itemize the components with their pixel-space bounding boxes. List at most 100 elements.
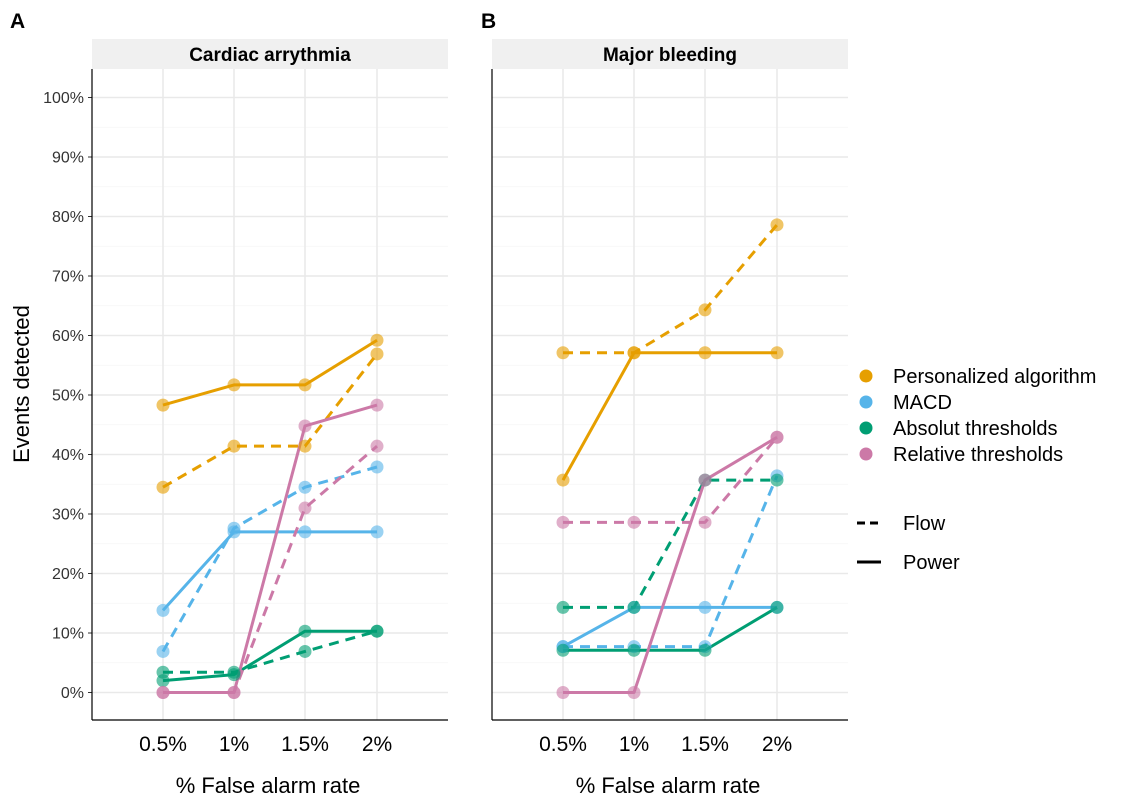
data-point-macd-power (298, 525, 312, 539)
data-point-absolut-thresholds-flow (627, 600, 641, 614)
panel-a: A Cardiac arrythmia 0% 10% 20% 30% 40% 50% 60%… (10, 10, 448, 798)
series-line-macd-power (562, 605, 777, 648)
data-point-macd-flow (370, 460, 384, 474)
x-axis-title-a: % False alarm rate (176, 773, 361, 798)
series-line-relative-thresholds-power (563, 435, 778, 694)
data-point-relative-thresholds-power (370, 398, 384, 412)
data-point-relative-thresholds-flow (698, 515, 712, 529)
data-point-personalized-algorithm-power (770, 346, 784, 360)
grid-b (492, 69, 848, 720)
series-line-macd-flow (563, 475, 779, 649)
series-layer-a (156, 333, 384, 699)
x-tick-label: 1.5% (281, 733, 329, 756)
y-tick-label: 100% (43, 90, 84, 107)
data-point-personalized-algorithm-flow (698, 303, 712, 317)
data-point-personalized-algorithm-power (156, 398, 170, 412)
x-tick-label: 1% (619, 733, 649, 756)
y-tick-label: 10% (52, 626, 84, 643)
legend-label-power: Power (903, 552, 960, 574)
x-tick-label: 1.5% (681, 733, 729, 756)
data-point-relative-thresholds-flow (227, 686, 241, 699)
series-layer-b (556, 218, 784, 699)
data-point-personalized-algorithm-flow (370, 347, 384, 361)
data-point-relative-thresholds-power (627, 686, 641, 699)
legend-item-flow: Flow (857, 513, 946, 535)
panel-tag-b: B (481, 10, 496, 33)
data-point-macd-flow (298, 480, 312, 494)
legend-label-relative-thresholds: Relative thresholds (893, 444, 1063, 466)
data-point-relative-thresholds-flow (298, 501, 312, 515)
data-point-relative-thresholds-flow (770, 430, 784, 444)
x-tick-label: 2% (362, 733, 392, 756)
data-point-personalized-algorithm-flow (156, 480, 170, 494)
series-line-personalized-algorithm-power (162, 338, 378, 407)
data-point-absolut-thresholds-flow (227, 665, 241, 679)
legend-swatch-relative-thresholds (859, 447, 873, 461)
data-point-personalized-algorithm-flow (298, 439, 312, 453)
data-point-relative-thresholds-power (556, 686, 570, 699)
strip-background-b (492, 39, 848, 69)
legend-item-power: Power (857, 552, 960, 574)
legend-item-personalized-algorithm: Personalized algorithm (859, 366, 1096, 388)
data-point-absolut-thresholds-power (627, 643, 641, 657)
data-point-macd-power (370, 525, 384, 539)
data-point-macd-power (698, 600, 712, 614)
data-point-personalized-algorithm-power (298, 378, 312, 392)
series-line-absolut-thresholds-power (563, 606, 778, 652)
legend-item-macd: MACD (859, 392, 952, 414)
x-tick-labels-b: 0.5% 1% 1.5% 2% (539, 733, 792, 756)
data-point-personalized-algorithm-power (556, 473, 570, 487)
legend-item-relative-thresholds: Relative thresholds (859, 444, 1063, 466)
legend-swatch-personalized-algorithm (859, 369, 873, 383)
data-point-absolut-thresholds-power (698, 643, 712, 657)
legend-label-macd: MACD (893, 392, 952, 414)
x-tick-labels-a: 0.5% 1% 1.5% 2% (139, 733, 392, 756)
y-tick-label: 20% (52, 566, 84, 583)
legend-swatch-macd (859, 395, 873, 409)
panel-title-a: Cardiac arrythmia (189, 45, 351, 66)
data-point-personalized-algorithm-flow (227, 439, 241, 453)
y-tick-label: 80% (52, 209, 84, 226)
x-tick-label: 2% (762, 733, 792, 756)
data-point-absolut-thresholds-power (556, 643, 570, 657)
series-line-personalized-algorithm-power (561, 351, 777, 481)
data-point-personalized-algorithm-flow (770, 218, 784, 232)
y-tick-label: 30% (52, 507, 84, 524)
legend-label-personalized-algorithm: Personalized algorithm (893, 366, 1096, 388)
legend-label-absolut-thresholds: Absolut thresholds (893, 418, 1058, 440)
data-point-personalized-algorithm-flow (627, 346, 641, 360)
data-point-absolut-thresholds-flow (370, 624, 384, 638)
series-line-macd-flow (161, 465, 378, 653)
data-point-absolut-thresholds-power (770, 600, 784, 614)
y-tick-label: 40% (52, 447, 84, 464)
data-point-relative-thresholds-flow (556, 515, 570, 529)
data-point-personalized-algorithm-power (227, 378, 241, 392)
y-tick-label: 90% (52, 150, 84, 167)
data-point-personalized-algorithm-power (698, 346, 712, 360)
data-point-relative-thresholds-power (698, 473, 712, 487)
y-tick-label: 70% (52, 269, 84, 286)
data-point-relative-thresholds-flow (627, 515, 641, 529)
legend-label-flow: Flow (903, 513, 946, 535)
data-point-absolut-thresholds-flow (770, 473, 784, 487)
series-line-absolut-thresholds-flow (163, 629, 378, 674)
y-tick-labels-a: 0% 10% 20% 30% 40% 50% 60% 70% 80% 90% 100% (43, 90, 92, 702)
data-point-macd-flow (156, 644, 170, 658)
strip-background-a (92, 39, 448, 69)
y-tick-label: 60% (52, 328, 84, 345)
legend-item-absolut-thresholds: Absolut thresholds (859, 418, 1058, 440)
x-tick-label: 0.5% (539, 733, 587, 756)
panel-tag-a: A (10, 10, 25, 33)
x-axis-title-b: % False alarm rate (576, 773, 761, 798)
y-tick-label: 0% (61, 685, 84, 702)
x-tick-label: 0.5% (139, 733, 187, 756)
panel-b: B Major bleeding 0.5% 1% 1.5% 2% % False al… (481, 10, 848, 798)
y-tick-label: 50% (52, 388, 84, 405)
series-line-relative-thresholds-flow (563, 436, 779, 524)
data-point-relative-thresholds-flow (156, 686, 170, 699)
data-point-absolut-thresholds-flow (298, 644, 312, 658)
y-axis-title: Events detected (9, 305, 34, 463)
series-line-relative-thresholds-power (163, 403, 378, 694)
series-line-absolut-thresholds-flow (563, 478, 777, 609)
